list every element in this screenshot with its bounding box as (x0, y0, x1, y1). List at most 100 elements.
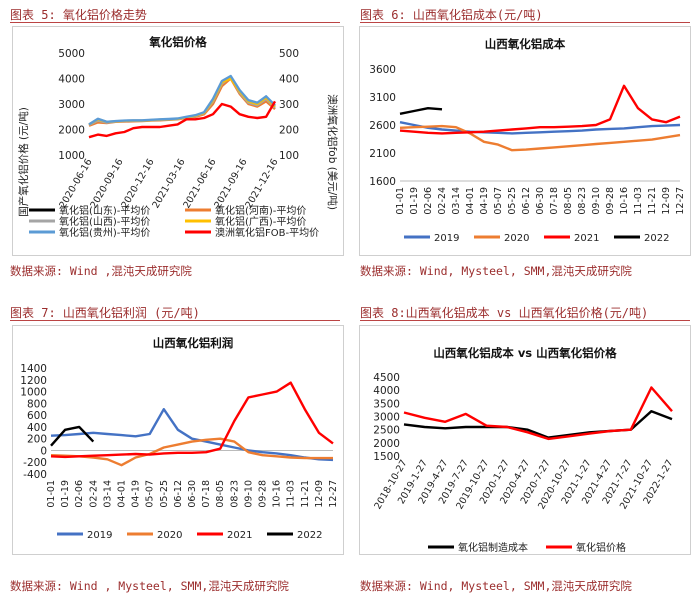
x-tick-label: 01-01 (395, 187, 406, 215)
x-tick-label: 11-21 (647, 187, 658, 215)
y-tick-label: 4500 (373, 372, 400, 384)
legend-label: 氧化铝(广西)-平均价 (215, 215, 306, 228)
y2-tick-label: 200 (279, 125, 299, 137)
legend-label: 2022 (644, 233, 669, 244)
x-tick-label: 08-05 (215, 480, 226, 508)
y-tick-label: -400 (23, 469, 47, 481)
y-tick-label: 400 (27, 422, 47, 434)
y2-tick-label: 500 (279, 48, 299, 60)
y-tick-label: 3000 (373, 412, 400, 424)
x-tick-label: 08-23 (229, 480, 240, 508)
x-tick-label: 11-03 (633, 187, 644, 215)
x-tick-label: 04-01 (465, 187, 476, 215)
source-note-5: 数据来源: Wind ,混沌天成研究院 (10, 264, 192, 278)
y-tick-label: 4000 (58, 74, 85, 86)
y-tick-label: 600 (27, 410, 47, 422)
chart-title: 山西氧化铝成本 (485, 37, 566, 51)
y2-tick-label: 400 (279, 74, 299, 86)
y-tick-label: 2100 (369, 148, 396, 160)
x-tick-label: 02-24 (437, 187, 448, 215)
y-tick-label: 3000 (58, 99, 85, 111)
chart-title: 氧化铝价格 (148, 35, 207, 49)
x-tick-label: 04-01 (117, 480, 128, 508)
divider (10, 320, 340, 321)
x-tick-label: 01-19 (409, 187, 420, 215)
source-note-6: 数据来源: Wind, Mysteel, SMM,混沌天成研究院 (360, 264, 632, 278)
y-tick-label: 3500 (373, 398, 400, 410)
x-tick-label: 03-14 (451, 187, 462, 215)
legend-label: 2020 (157, 530, 182, 541)
legend-label: 氧化铝(山西)-平均价 (59, 215, 150, 228)
x-tick-label: 10-16 (619, 187, 630, 215)
x-tick-label: 11-21 (300, 480, 311, 508)
source-note-8: 数据来源: Wind, Mysteel, SMM,混沌天成研究院 (360, 579, 632, 593)
x-tick-label: 05-25 (159, 480, 170, 508)
x-tick-label: 12-27 (328, 480, 339, 508)
panel-title-5: 图表 5: 氧化铝价格走势 (10, 8, 147, 22)
y-tick-label: 0 (40, 445, 47, 457)
y-tick-label: 1400 (20, 363, 47, 375)
x-tick-label: 07-18 (549, 187, 560, 215)
y-tick-label: 1500 (373, 451, 400, 463)
series-line-2022 (50, 425, 95, 447)
x-tick-label: 08-23 (577, 187, 588, 215)
y-tick-label: 1200 (20, 375, 47, 387)
legend-label: 澳洲氧化铝FOB-平均价 (215, 226, 319, 239)
x-tick-label: 09-28 (605, 187, 616, 215)
source-note-7: 数据来源: Wind , Mysteel, SMM,混沌天成研究院 (10, 579, 289, 593)
y-tick-label: 1000 (20, 387, 47, 399)
y-tick-label: 3100 (369, 92, 396, 104)
series-line-2022 (399, 107, 443, 115)
y-tick-label: 4000 (373, 385, 400, 397)
y2-tick-label: 100 (279, 150, 299, 162)
x-tick-label: 09-10 (591, 187, 602, 215)
y-tick-label: 800 (27, 398, 47, 410)
chart-7: 山西氧化铝利润 1400120010008006004002000-200-40… (20, 336, 339, 541)
legend-label: 氧化铝(山东)-平均价 (59, 204, 150, 217)
x-tick-label: 05-07 (145, 480, 156, 508)
y-tick-label: 200 (27, 434, 47, 446)
series-line-2021 (50, 381, 334, 459)
legend-label: 氧化铝(贵州)-平均价 (59, 226, 150, 239)
legend-label: 2020 (504, 233, 529, 244)
x-tick-label: 09-28 (258, 480, 269, 508)
panel-title-7: 图表 7: 山西氧化铝利润 (元/吨) (10, 306, 200, 320)
series-line-2021 (399, 84, 681, 135)
y-tick-label: 3600 (369, 64, 396, 76)
legend-label: 2019 (434, 233, 459, 244)
x-tick-label: 02-24 (88, 480, 99, 508)
y-tick-label: 2600 (369, 120, 396, 132)
x-tick-label: 06-30 (187, 480, 198, 508)
divider (360, 320, 690, 321)
x-tick-label: 08-05 (563, 187, 574, 215)
x-tick-label: 05-25 (507, 187, 518, 215)
series-line-2020 (50, 437, 333, 467)
y-tick-label: 2000 (58, 125, 85, 137)
x-tick-label: 12-09 (661, 187, 672, 215)
series-line-2019 (50, 408, 334, 462)
y2-tick-label: 300 (279, 99, 299, 111)
chart-box-7: 山西氧化铝利润 1400 1200 1000 800 600 400 200 0 -200 -40… (12, 325, 344, 555)
chart-box-6: 山西氧化铝成本 3600 3100 2600 2100 1600 01-01 01-19 02… (359, 26, 691, 256)
series-line- (88, 74, 276, 126)
x-tick-label: 12-09 (314, 480, 325, 508)
series-line-2020 (399, 124, 681, 152)
legend-label: 氧化铝制造成本 (458, 541, 528, 554)
x-tick-label: 11-03 (286, 480, 297, 508)
legend-label: 2021 (574, 233, 599, 244)
legend-label: 2021 (227, 530, 252, 541)
x-tick-label: 02-06 (74, 480, 85, 508)
panel-title-8: 图表 8:山西氧化铝成本 vs 山西氧化铝价格(元/吨) (360, 306, 649, 320)
y-tick-label: 5000 (58, 48, 85, 60)
x-tick-label: 10-16 (272, 480, 283, 508)
x-tick-label: 07-18 (201, 480, 212, 508)
x-tick-label: 01-19 (60, 480, 71, 508)
divider (360, 22, 690, 23)
chart-box-8: 山西氧化铝成本 vs 山西氧化铝价格 4500 4000 3500 3000 2500 2… (359, 325, 691, 555)
chart-title: 山西氧化铝利润 (153, 336, 234, 350)
x-tick-label: 12-27 (675, 187, 686, 215)
chart-5: 氧化铝价格 国产氧化铝价格 (元/吨) 澳洲氧化铝fob (美元/吨) 5000… (17, 35, 339, 239)
panel-title-6: 图表 6: 山西氧化铝成本(元/吨) (360, 8, 543, 22)
legend-label: 氧化铝价格 (576, 541, 626, 554)
